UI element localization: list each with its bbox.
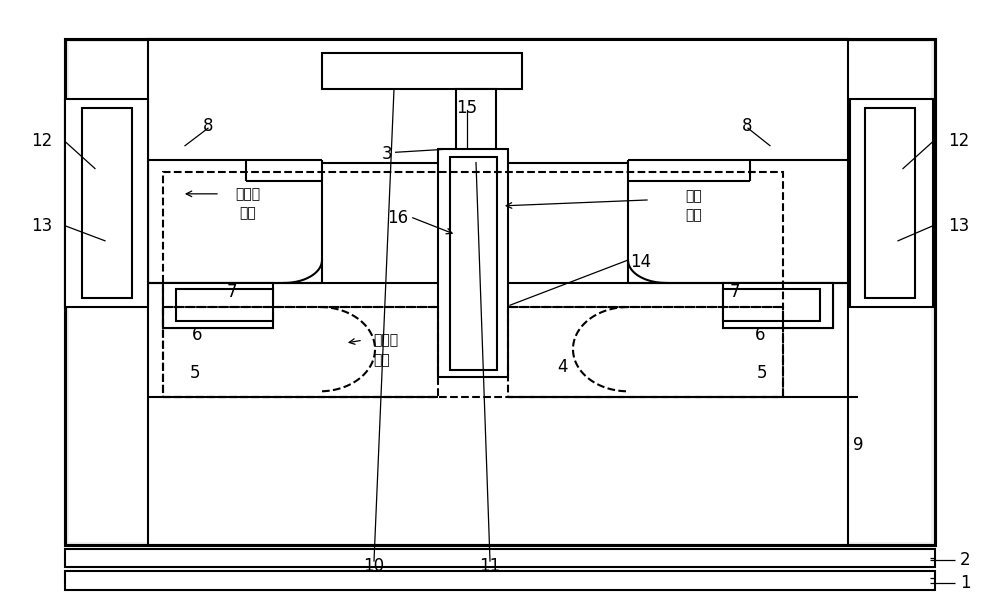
Bar bbox=[65, 39, 935, 545]
Bar bbox=[176, 289, 273, 321]
Text: 2: 2 bbox=[960, 551, 971, 569]
Bar bbox=[456, 89, 496, 163]
Bar bbox=[65, 549, 935, 567]
Bar bbox=[438, 149, 508, 377]
Bar bbox=[148, 39, 848, 545]
Text: 3: 3 bbox=[382, 144, 392, 163]
Text: 12: 12 bbox=[31, 132, 52, 150]
Text: 4: 4 bbox=[558, 358, 568, 376]
Text: 耗尽区
边界: 耗尽区 边界 bbox=[373, 334, 398, 367]
Text: 电流
通路: 电流 通路 bbox=[686, 189, 702, 223]
Text: 13: 13 bbox=[31, 217, 52, 235]
Text: 8: 8 bbox=[203, 117, 213, 135]
Bar bbox=[865, 108, 915, 298]
Text: 11: 11 bbox=[479, 557, 501, 575]
Bar bbox=[163, 283, 273, 328]
Bar bbox=[508, 307, 783, 397]
Bar bbox=[69, 42, 931, 542]
Text: 10: 10 bbox=[363, 557, 385, 575]
Bar bbox=[82, 108, 132, 298]
Text: 1: 1 bbox=[960, 574, 971, 592]
Text: 电子积
累层: 电子积 累层 bbox=[235, 187, 261, 220]
Bar bbox=[450, 157, 497, 370]
Text: 5: 5 bbox=[190, 364, 200, 382]
Text: 8: 8 bbox=[742, 117, 752, 135]
Text: 5: 5 bbox=[757, 364, 767, 382]
Bar bbox=[65, 571, 935, 590]
Text: 15: 15 bbox=[456, 99, 478, 117]
Text: 13: 13 bbox=[948, 217, 969, 235]
Bar bbox=[723, 283, 833, 328]
Text: 16: 16 bbox=[387, 209, 408, 227]
Bar bbox=[163, 172, 783, 397]
Text: 6: 6 bbox=[755, 326, 765, 344]
Bar bbox=[723, 289, 820, 321]
Text: 7: 7 bbox=[730, 283, 740, 301]
Text: 14: 14 bbox=[630, 253, 651, 271]
Text: 7: 7 bbox=[227, 283, 237, 301]
Bar bbox=[65, 39, 935, 545]
Bar bbox=[850, 99, 933, 307]
Text: 9: 9 bbox=[853, 436, 863, 455]
Bar bbox=[163, 307, 438, 397]
Text: 12: 12 bbox=[948, 132, 969, 150]
Bar bbox=[322, 53, 522, 89]
Bar bbox=[65, 99, 148, 307]
Text: 6: 6 bbox=[192, 326, 202, 344]
